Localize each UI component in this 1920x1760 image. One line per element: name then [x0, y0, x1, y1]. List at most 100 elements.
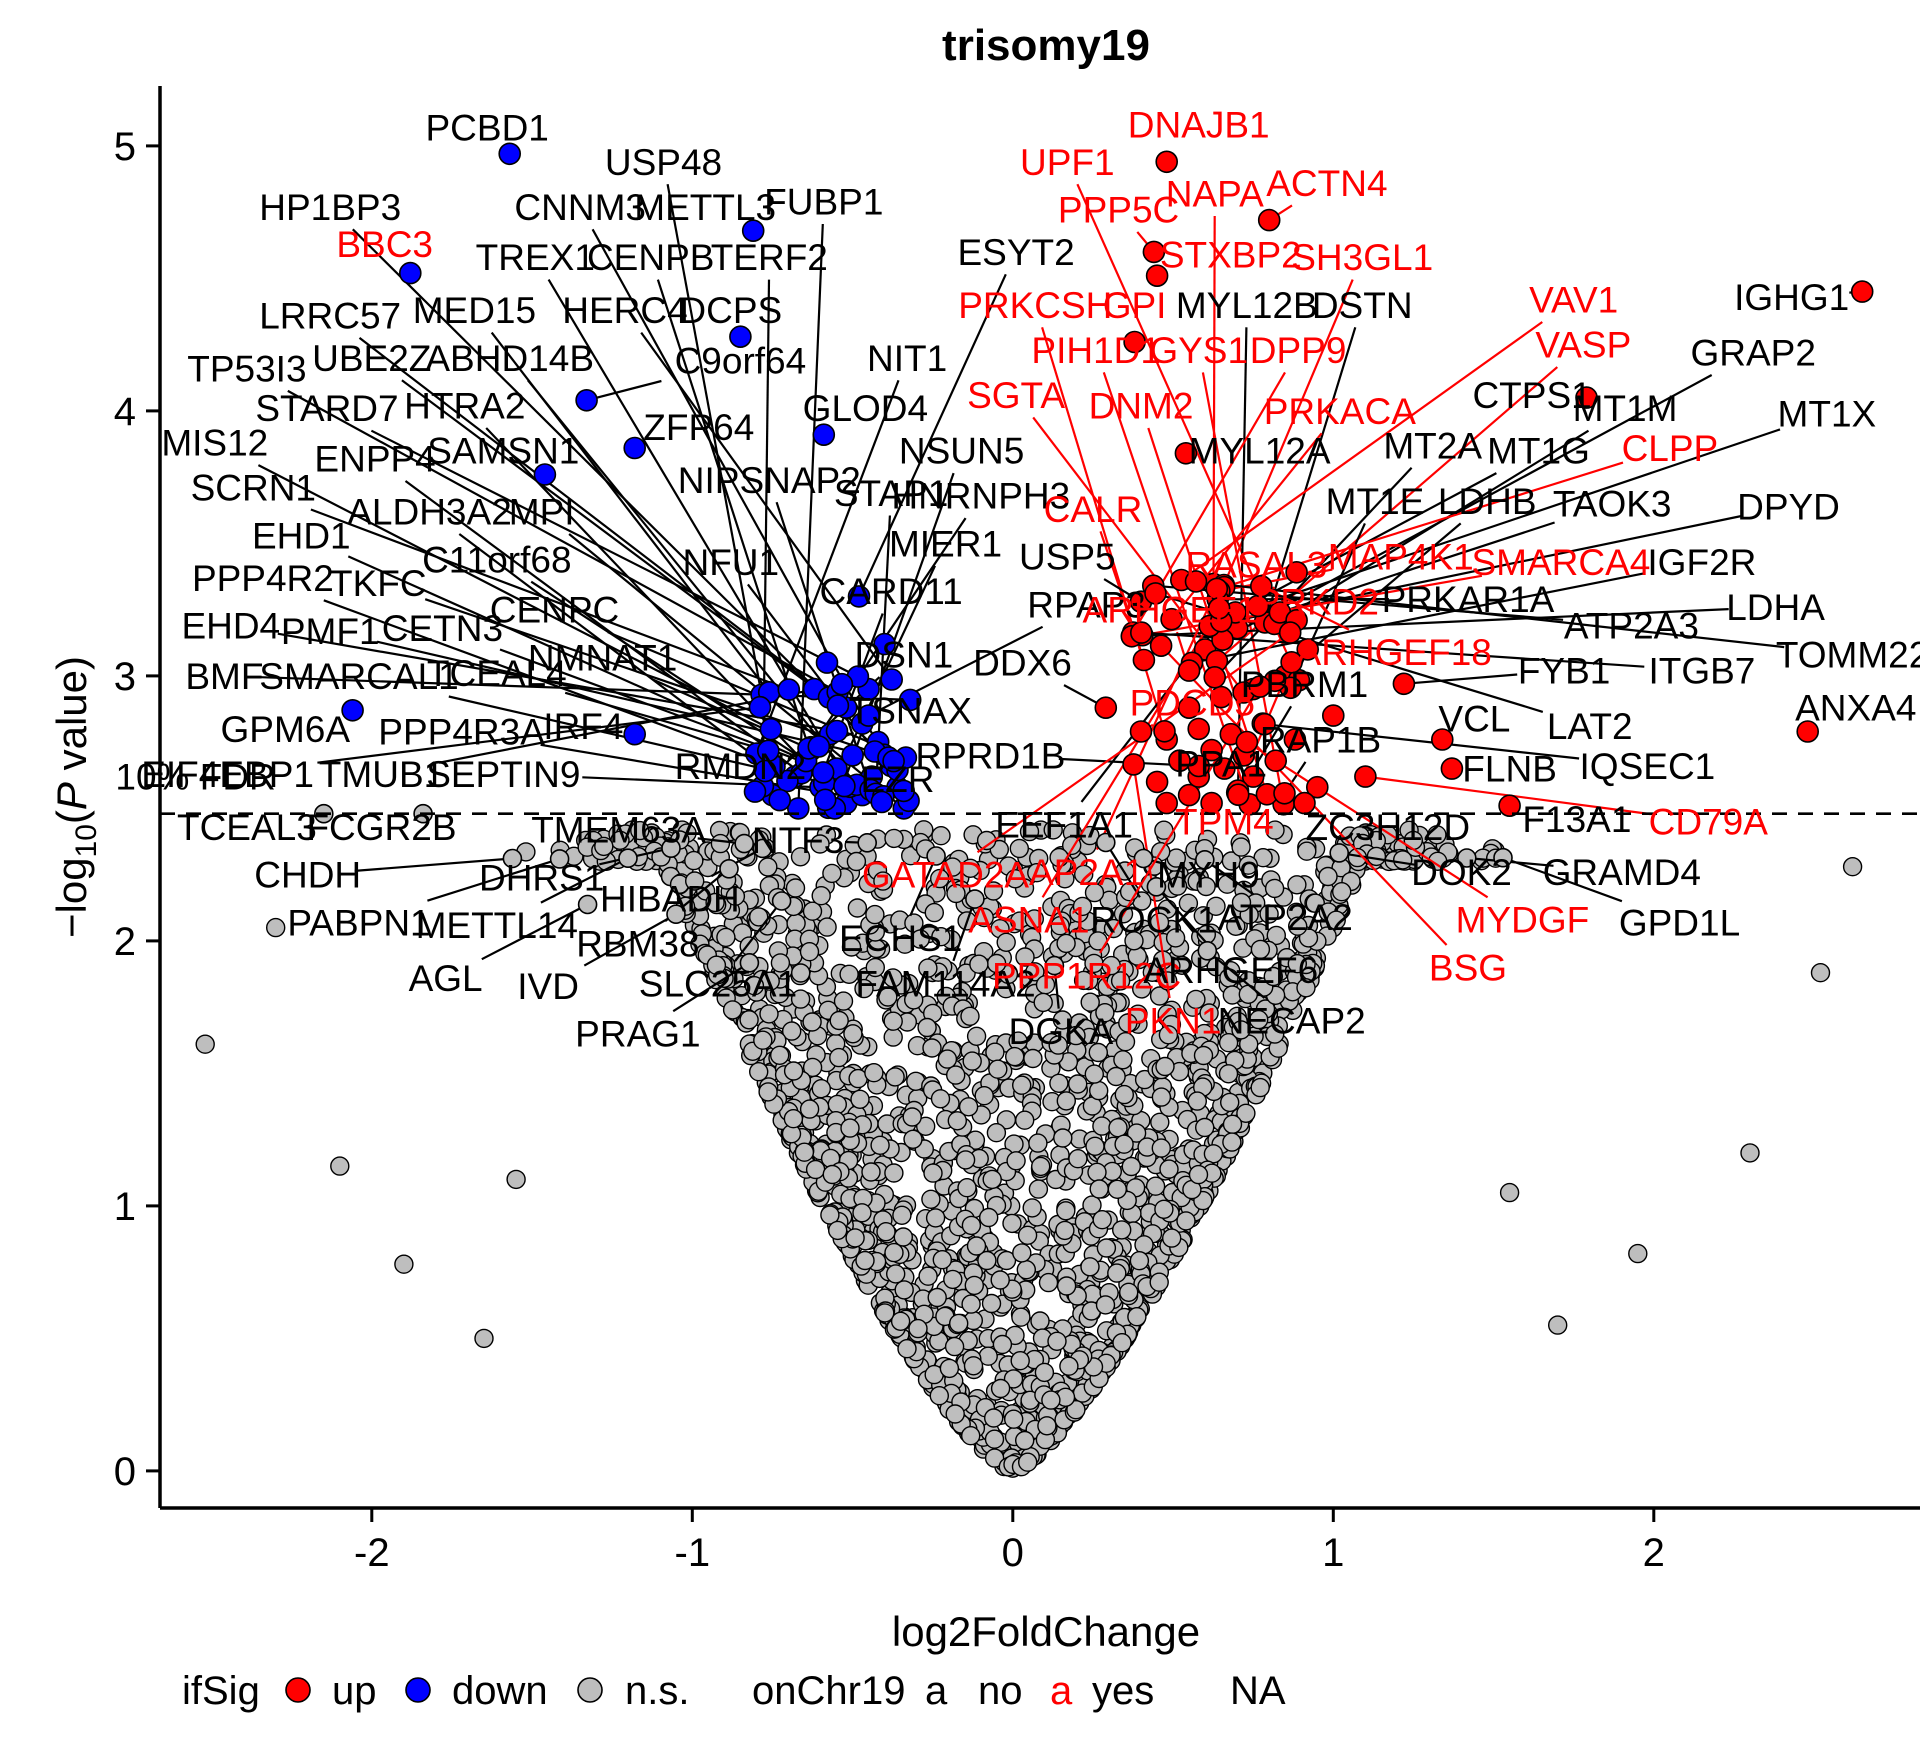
gene-point: [1274, 783, 1295, 804]
gene-point: [858, 834, 876, 852]
gene-label: NIT1: [867, 338, 947, 379]
gene-label: IQSEC1: [1580, 746, 1716, 787]
gene-label: SEPTIN9: [426, 754, 580, 795]
gene-label: FUBP1: [764, 182, 883, 223]
ns-point: [950, 1314, 968, 1332]
gene-point: [827, 695, 848, 716]
ns-point: [1011, 1352, 1029, 1370]
gene-label: MYH9: [1157, 855, 1260, 896]
gene-label: DSN1: [855, 635, 954, 676]
ns-point: [980, 1209, 998, 1227]
legend-chr19-no-label[interactable]: no: [978, 1669, 1023, 1713]
ns-point: [1040, 1274, 1058, 1292]
gene-label: PPA1: [1175, 743, 1267, 784]
gene-label: SLC25A1: [639, 963, 797, 1004]
ns-point: [1054, 1129, 1072, 1147]
ns-point: [1220, 1065, 1238, 1083]
ns-point: [801, 1100, 819, 1118]
legend-chr19-yes-label[interactable]: yes: [1092, 1669, 1154, 1713]
legend-up-swatch[interactable]: [286, 1678, 310, 1702]
gene-label: CENPC: [490, 590, 620, 631]
legend-down-label[interactable]: down: [452, 1669, 548, 1713]
ns-point: [844, 1025, 862, 1043]
gene-label: AGL: [409, 958, 483, 999]
x-tick-label: -1: [675, 1531, 711, 1575]
gene-label: ACTN4: [1266, 163, 1387, 204]
gene-label: TKFC: [330, 563, 427, 604]
ns-point: [1114, 1051, 1132, 1069]
ns-point: [904, 1130, 922, 1148]
gene-label: ALDH3A2: [347, 492, 512, 533]
legend-onchr19-title: onChr19: [752, 1669, 905, 1713]
ns-point: [853, 1204, 871, 1222]
gene-label: PPP4R3A: [378, 712, 545, 753]
down-point: [817, 652, 838, 673]
ns-point: [812, 1080, 830, 1098]
y-tick-label: 3: [114, 655, 136, 699]
gene-label: EHD1: [252, 515, 351, 556]
ns-point: [1069, 1150, 1087, 1168]
legend-chr19-no-glyph[interactable]: a: [925, 1669, 948, 1713]
ns-point: [801, 943, 819, 961]
ns-point: [895, 1281, 913, 1299]
ns-point: [957, 1151, 975, 1169]
ns-point: [886, 1068, 904, 1086]
ns-point: [1115, 1086, 1133, 1104]
legend-ns-swatch[interactable]: [578, 1678, 602, 1702]
legend-chr19-yes-glyph[interactable]: a: [1050, 1669, 1073, 1713]
ns-point: [958, 1179, 976, 1197]
gene-label: TOMM22: [1776, 635, 1920, 676]
gene-label: PPP4R2: [192, 558, 334, 599]
y-axis-title: −log10(P value): [48, 656, 103, 938]
ns-point: [968, 1027, 986, 1045]
gene-label: FYB1: [1518, 651, 1611, 692]
gene-label: METTL3: [634, 187, 776, 228]
ns-point: [1204, 1145, 1222, 1163]
x-tick-label: 0: [1002, 1531, 1024, 1575]
gene-label: DNM2: [1089, 386, 1194, 427]
ns-point: [830, 1012, 848, 1030]
gene-label: USP48: [605, 142, 722, 183]
gene-label: EZR: [861, 759, 935, 800]
gene-label: HERC4: [562, 290, 687, 331]
gene-point: [1095, 697, 1116, 718]
ns-point: [475, 1329, 493, 1347]
legend-down-swatch[interactable]: [406, 1678, 430, 1702]
ns-point: [986, 1043, 1004, 1061]
gene-label: DNAJB1: [1128, 105, 1270, 146]
legend-up-label[interactable]: up: [332, 1669, 377, 1713]
ns-point: [1017, 1261, 1035, 1279]
gene-label: GPM6A: [221, 709, 351, 750]
gene-label: PKN1: [1125, 1000, 1222, 1041]
ns-point: [1012, 1308, 1030, 1326]
gene-label: BSG: [1429, 947, 1507, 988]
legend-ns-label[interactable]: n.s.: [625, 1669, 689, 1713]
gene-point: [769, 790, 790, 811]
gene-label: PRKAR1A: [1382, 579, 1555, 620]
ns-point: [965, 1357, 983, 1375]
ns-point: [885, 1164, 903, 1182]
gene-label: TSNAX: [849, 690, 972, 731]
ns-point: [885, 1244, 903, 1262]
gene-label: HIBADH: [600, 879, 740, 920]
gene-label: TMEM63A: [531, 810, 706, 851]
ns-point: [1013, 1076, 1031, 1094]
ns-point: [1107, 1068, 1125, 1086]
ns-point: [1060, 1357, 1078, 1375]
gene-point: [1852, 281, 1873, 302]
ns-point: [898, 1340, 916, 1358]
ns-point: [932, 1090, 950, 1108]
gene-label: FLNB: [1462, 749, 1557, 790]
gene-label: FCGR2B: [306, 807, 456, 848]
gene-label: NTF3: [752, 820, 845, 861]
legend-na-label: NA: [1230, 1669, 1286, 1713]
gene-point: [750, 697, 771, 718]
gene-label: CETN3: [382, 608, 503, 649]
gene-label: C9orf64: [675, 341, 807, 382]
ns-point: [927, 1209, 945, 1227]
gene-point: [1355, 766, 1376, 787]
ns-point: [1024, 1050, 1042, 1068]
ns-point: [1150, 1273, 1168, 1291]
gene-label: ASNA1: [968, 900, 1089, 941]
ns-point: [894, 1228, 912, 1246]
